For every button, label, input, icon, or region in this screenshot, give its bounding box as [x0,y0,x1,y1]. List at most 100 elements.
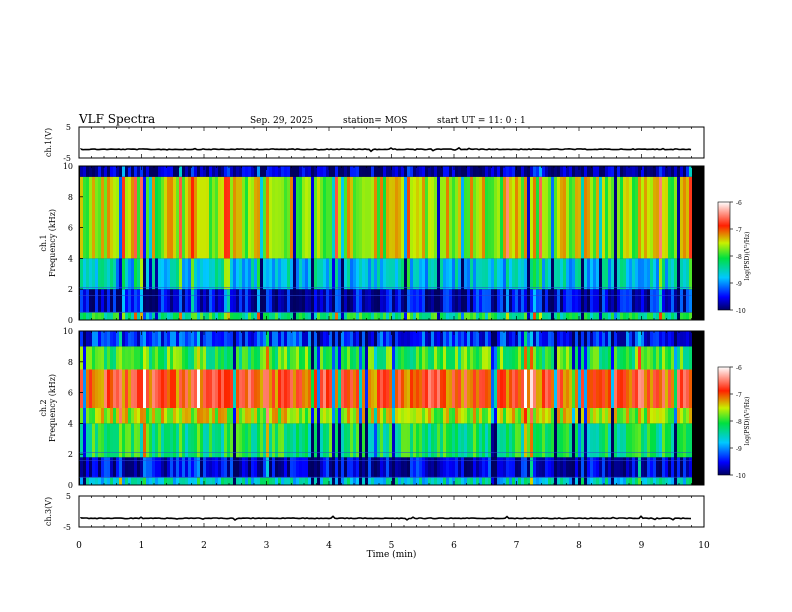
spectrogram-cell [302,312,305,320]
spectrogram-cell [563,346,566,370]
spectrogram-cell [680,176,683,259]
spectrogram-cell [137,176,140,259]
spectrogram-cell [179,176,182,259]
spectrogram-cell [263,457,266,478]
spectrogram-cell [359,176,362,259]
spectrogram-cell [305,331,308,347]
spectrogram-cell [656,423,659,458]
spectrogram-cell [419,346,422,370]
spectrogram-cell [431,258,434,290]
spectrogram-cell [647,166,650,177]
spectrogram-cell [401,289,404,313]
spectrogram-cell [239,477,242,485]
spectrogram-cell [206,369,209,408]
spectrogram-cell [542,408,545,424]
spectrogram-cell [482,331,485,347]
spectrogram-cell [362,423,365,458]
spectrogram-cell [461,331,464,347]
spectrogram-cell [185,369,188,408]
spectrogram-cell [230,457,233,478]
spectrogram-cell [266,331,269,347]
spectrogram-cell [260,346,263,370]
spectrogram-cell [494,176,497,259]
spectrogram-cell [461,346,464,370]
spectrogram-cell [404,289,407,313]
spectrogram-cell [593,166,596,177]
spectrogram-cell [674,408,677,424]
spectrogram-cell [395,176,398,259]
spectrogram-cell [239,289,242,313]
spectrogram-cell [662,258,665,290]
spectrogram-cell [368,346,371,370]
spectrogram-cell [350,176,353,259]
spectrogram-cell [341,346,344,370]
spectrogram-cell [374,346,377,370]
spectrogram-cell [656,176,659,259]
spectrogram-cell [566,331,569,347]
spectrogram-cell [374,457,377,478]
spectrogram-cell [395,457,398,478]
spectrogram-cell [269,477,272,485]
spectrogram-cell [395,369,398,408]
spectrogram-cell [239,312,242,320]
spectrogram-cell [161,258,164,290]
spectrogram-cell [224,457,227,478]
spectrogram-cell [632,289,635,313]
spectrogram-cell [491,331,494,347]
spectrogram-cell [185,408,188,424]
spectrogram-cell [467,176,470,259]
spectrogram-cell [377,423,380,458]
spectrogram-cell [302,457,305,478]
spectrogram-cell [254,477,257,485]
spectrogram-cell [389,408,392,424]
spectrogram-cell [179,331,182,347]
spectrogram-cell [365,176,368,259]
spectrogram-cell [233,258,236,290]
spectrogram-cell [80,331,83,347]
spectrogram-cell [332,289,335,313]
spectrogram-cell [332,457,335,478]
spectrogram-cell [365,166,368,177]
spectrogram-cell [557,477,560,485]
spectrogram-cell [299,166,302,177]
spectrogram-cell [521,166,524,177]
spectrogram-cell [188,457,191,478]
spectrogram-cell [611,457,614,478]
spectrogram-cell [482,289,485,313]
spectrogram-cell [398,289,401,313]
spectrogram-cell [437,423,440,458]
spectrogram-cell [605,258,608,290]
spectrogram-cell [281,289,284,313]
spectrogram-cell [455,312,458,320]
spectrogram-cell [443,346,446,370]
spectrogram-cell [182,423,185,458]
spectrogram-cell [407,258,410,290]
spectrogram-cell [122,312,125,320]
spectrogram-cell [422,289,425,313]
spectrogram-cell [209,369,212,408]
spectrogram-cell [269,457,272,478]
spectrogram-cell [371,477,374,485]
spectrogram-cell [374,176,377,259]
spectrogram-cell [287,176,290,259]
spectrogram-cell [689,408,692,424]
spectrogram-cell [428,423,431,458]
spectrogram-cell [272,176,275,259]
spectrogram-cell [677,369,680,408]
spectrogram-cell [533,408,536,424]
spectrogram-cell [284,408,287,424]
spectrogram-cell [395,258,398,290]
spectrogram-cell [248,477,251,485]
spectrogram-cell [353,258,356,290]
spectrogram-cell [638,477,641,485]
spectrogram-cell [590,331,593,347]
spectrogram-cell [302,369,305,408]
spectrogram-cell [674,346,677,370]
spectrogram-cell [389,346,392,370]
spectrogram-cell [263,176,266,259]
spectrogram-cell [143,457,146,478]
spectrogram-cell [221,408,224,424]
spectrogram-cell [392,408,395,424]
spectrogram-cell [626,477,629,485]
spectrogram-cell [83,423,86,458]
